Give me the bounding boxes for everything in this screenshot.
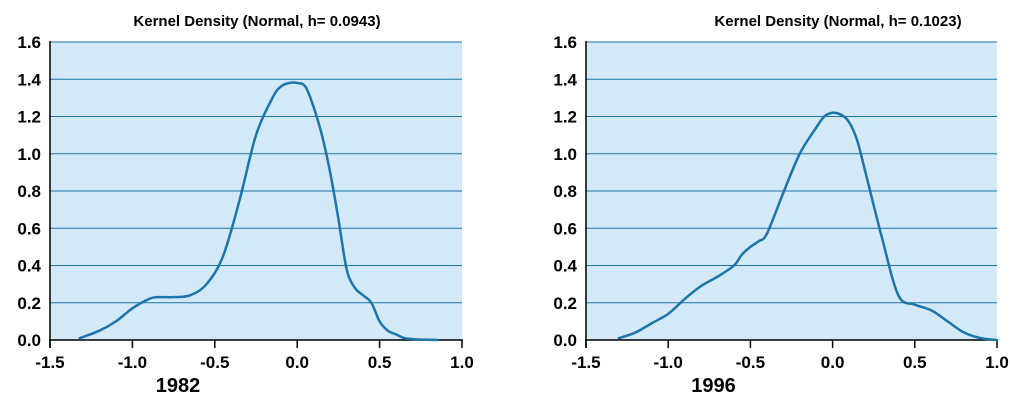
chart-panel-1996: -1.5 -1.0 -0.5 0.0 0.5 1.0 0.0 0.2 0.4 0.6 0.8 1.0 1… bbox=[505, 0, 1010, 399]
x-tick-label-5: 1.0 bbox=[985, 353, 1009, 372]
chart-title: Kernel Density (Normal, h= 0.0943) bbox=[133, 13, 380, 30]
y-tick-label-6: 1.2 bbox=[17, 108, 41, 127]
y-tick-label-4: 0.8 bbox=[553, 182, 577, 201]
x-tick-label-4: 0.5 bbox=[368, 353, 392, 372]
x-tick-label-0: -1.5 bbox=[571, 353, 600, 372]
y-tick-label-2: 0.4 bbox=[553, 257, 577, 276]
x-axis-label: 1982 bbox=[156, 375, 201, 397]
density-curve-0 bbox=[78, 81, 439, 342]
y-tick-label-3: 0.6 bbox=[17, 219, 41, 238]
density-chart-1996: -1.5 -1.0 -0.5 0.0 0.5 1.0 0.0 0.2 0.4 0.6 0.8 1.0 1… bbox=[553, 13, 1009, 397]
y-tick-label-1: 0.2 bbox=[17, 294, 41, 313]
chart-panel-1982: -1.5 -1.0 -0.5 0.0 0.5 1.0 0.0 0.2 0.4 0.6 0.8 1.0 1… bbox=[17, 13, 474, 397]
y-tick-label-6: 1.2 bbox=[553, 108, 577, 127]
x-tick-label-3: 0.0 bbox=[821, 353, 845, 372]
x-axis-label: 1996 bbox=[691, 375, 736, 397]
y-tick-label-5: 1.0 bbox=[553, 145, 577, 164]
y-tick-label-5: 1.0 bbox=[17, 145, 41, 164]
x-tick-label-1: -1.0 bbox=[118, 353, 147, 372]
y-tick-label-0: 0.0 bbox=[17, 331, 41, 350]
y-tick-label-3: 0.6 bbox=[553, 219, 577, 238]
y-tick-label-4: 0.8 bbox=[17, 182, 41, 201]
chart-title: Kernel Density (Normal, h= 0.1023) bbox=[714, 13, 961, 30]
density-curve-0 bbox=[617, 111, 999, 342]
y-tick-label-7: 1.4 bbox=[553, 70, 577, 89]
x-tick-label-2: -0.5 bbox=[736, 353, 765, 372]
x-tick-label-4: 0.5 bbox=[903, 353, 927, 372]
y-tick-label-2: 0.4 bbox=[17, 257, 41, 276]
y-tick-label-8: 1.6 bbox=[553, 33, 577, 52]
x-tick-label-3: 0.0 bbox=[285, 353, 309, 372]
density-chart-1982: -1.5 -1.0 -0.5 0.0 0.5 1.0 0.0 0.2 0.4 0.6 0.8 1.0 1… bbox=[17, 13, 474, 397]
y-tick-label-0: 0.0 bbox=[553, 331, 577, 350]
y-tick-label-8: 1.6 bbox=[17, 33, 41, 52]
x-tick-label-5: 1.0 bbox=[450, 353, 474, 372]
x-tick-label-1: -1.0 bbox=[654, 353, 683, 372]
y-tick-label-1: 0.2 bbox=[553, 294, 577, 313]
x-tick-label-2: -0.5 bbox=[200, 353, 229, 372]
x-tick-label-0: -1.5 bbox=[35, 353, 64, 372]
y-tick-label-7: 1.4 bbox=[17, 70, 41, 89]
